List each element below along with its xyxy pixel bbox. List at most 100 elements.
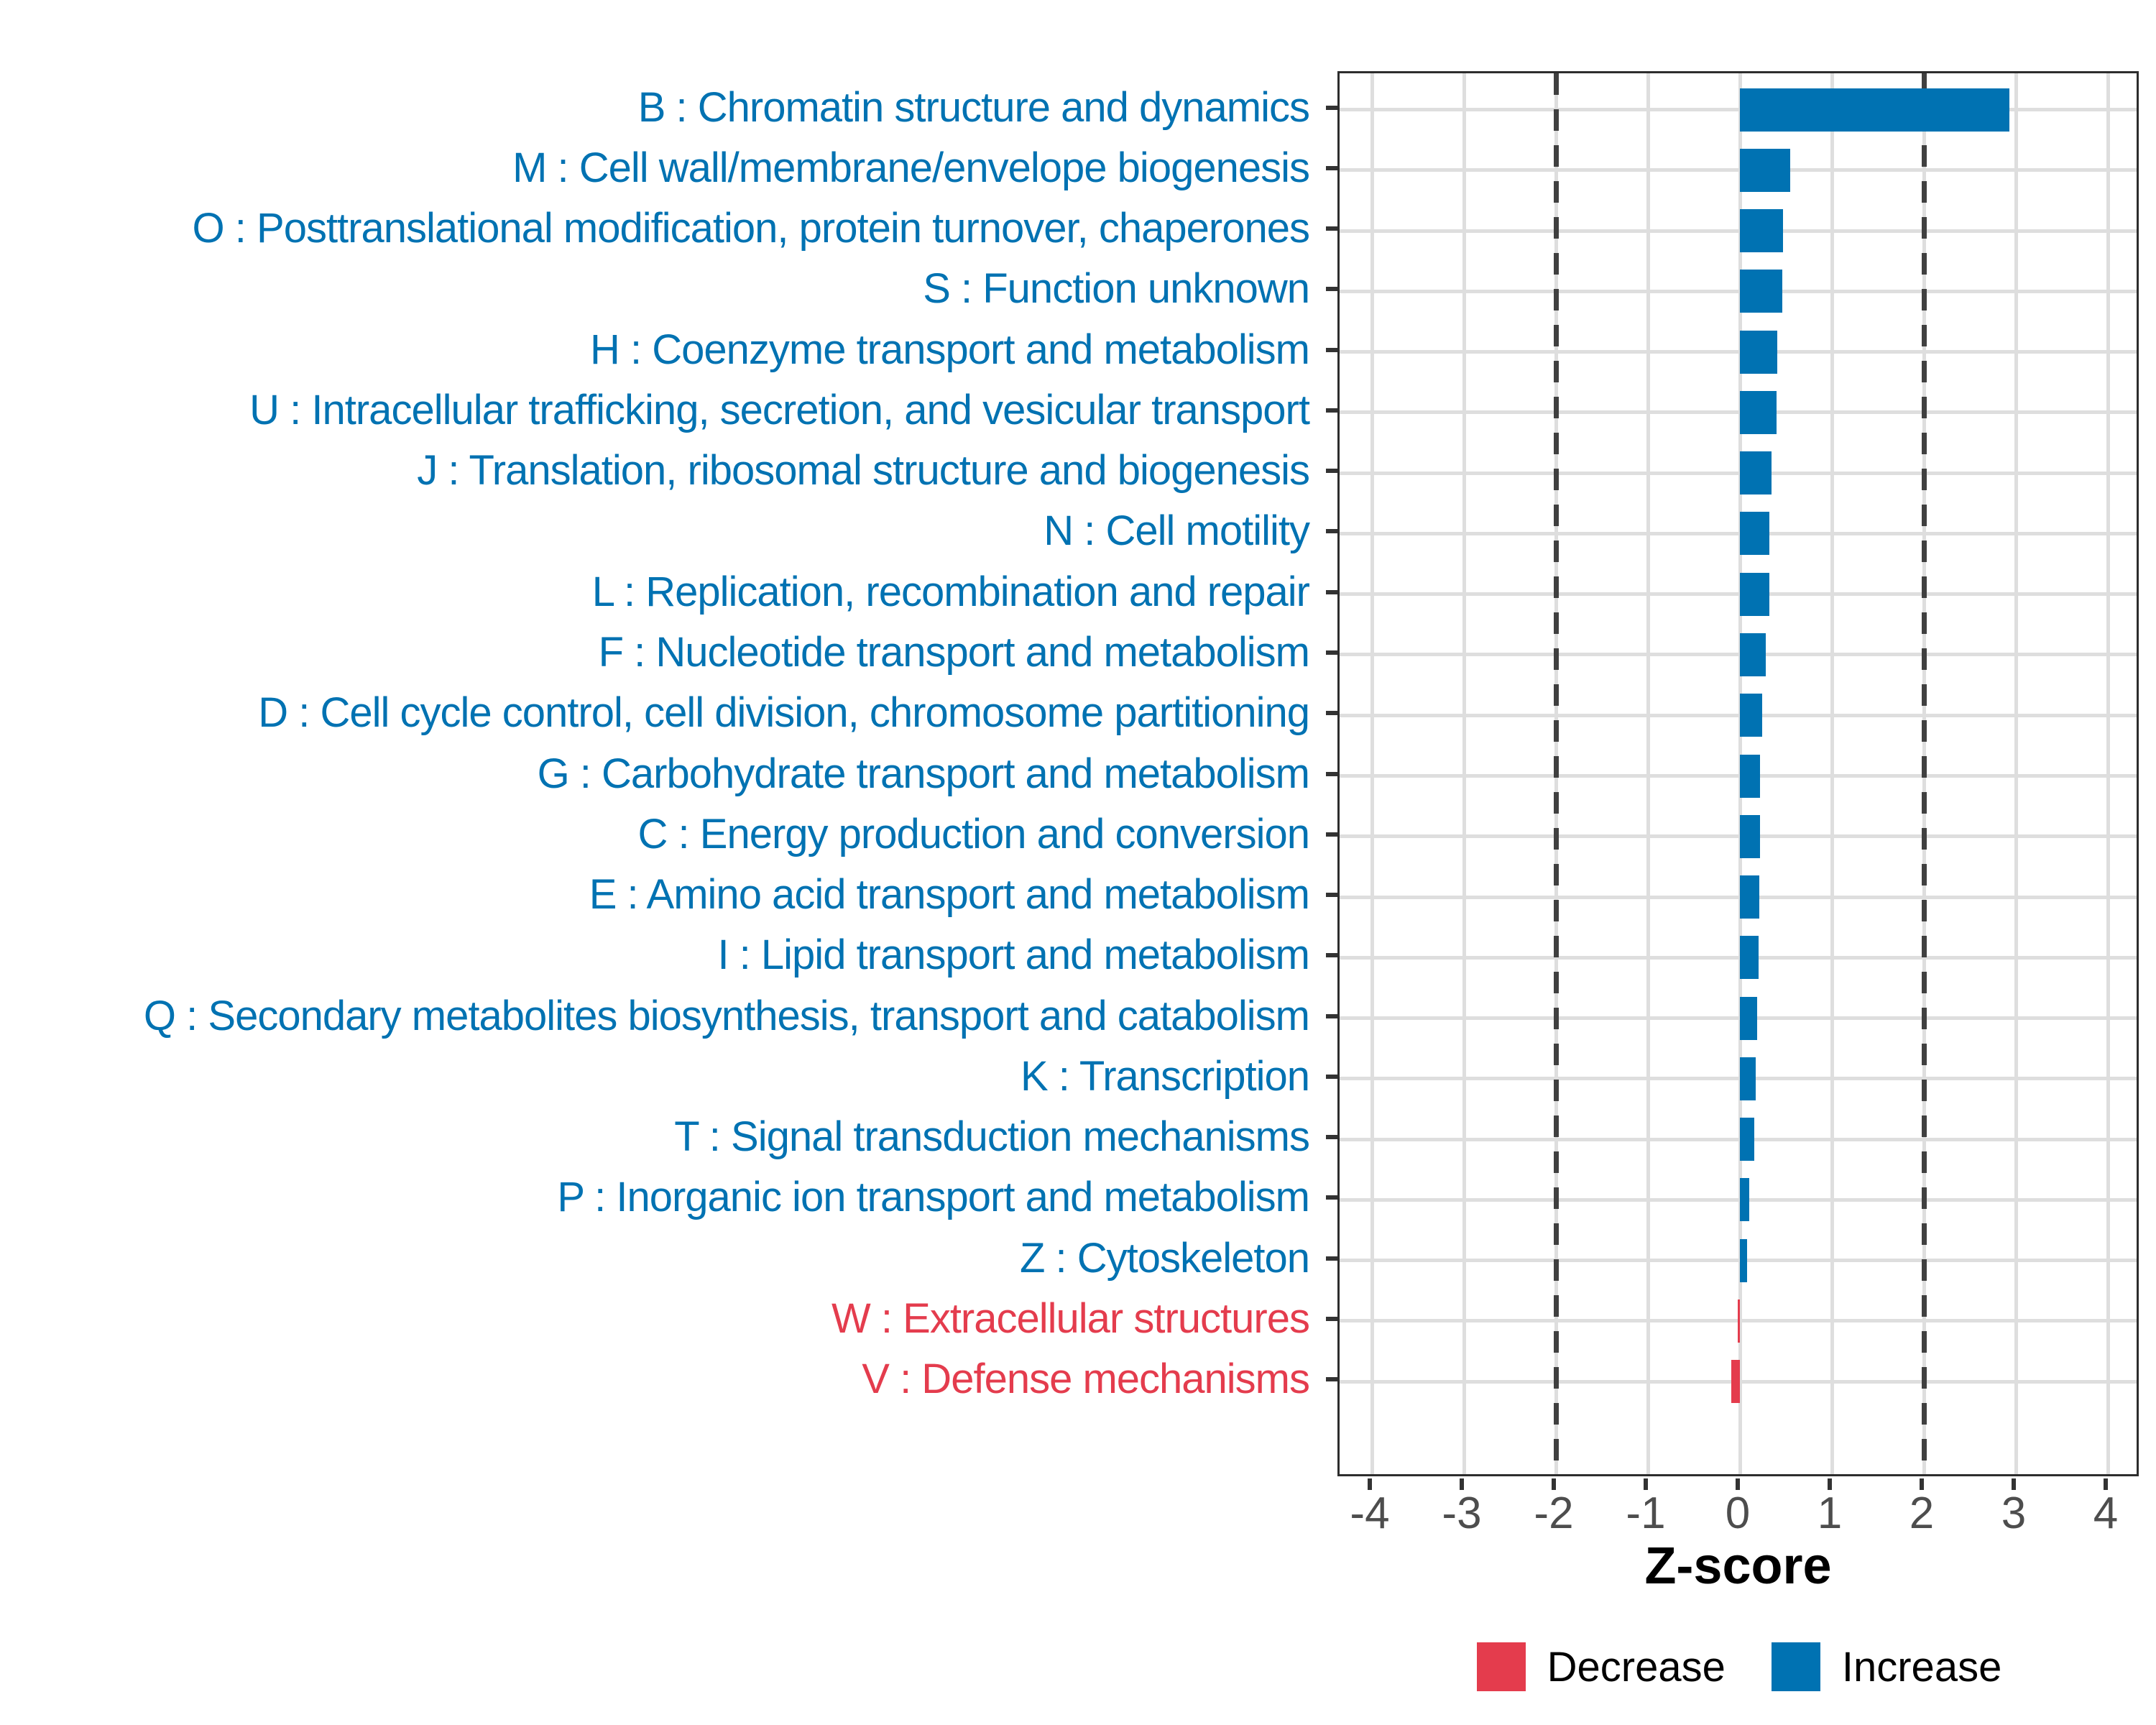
legend-key-decrease-swatch	[1476, 1642, 1526, 1691]
y-tick-mark	[1326, 165, 1337, 170]
x-tick-label: 0	[1725, 1489, 1751, 1538]
bar-F	[1740, 632, 1766, 676]
x-tick-label: -4	[1350, 1489, 1390, 1538]
y-tick-mark	[1326, 1256, 1337, 1261]
x-tick-label: 1	[1817, 1489, 1843, 1538]
y-tick-mark	[1326, 589, 1337, 594]
gridline-vertical	[2106, 73, 2110, 1474]
y-tick-mark	[1326, 408, 1337, 413]
legend-label-decrease: Decrease	[1547, 1643, 1726, 1690]
legend-key-increase-swatch	[1771, 1642, 1820, 1691]
x-tick-label: 2	[1909, 1489, 1935, 1538]
y-tick-mark	[1326, 650, 1337, 655]
gridline-vertical	[1370, 73, 1374, 1474]
y-tick-mark	[1326, 893, 1337, 898]
category-label: G : Carbohydrate transport and metabolis…	[537, 750, 1310, 797]
plot-panel	[1337, 71, 2139, 1476]
category-label: P : Inorganic ion transport and metaboli…	[557, 1174, 1310, 1221]
y-tick-mark	[1326, 469, 1337, 474]
bar-O	[1740, 209, 1784, 253]
bar-S	[1740, 270, 1782, 313]
x-tick-label: -3	[1442, 1489, 1482, 1538]
y-tick-mark	[1326, 529, 1337, 534]
y-tick-mark	[1326, 832, 1337, 837]
x-tick-mark	[2012, 1478, 2016, 1490]
category-label: L : Replication, recombination and repai…	[591, 568, 1310, 615]
category-label: M : Cell wall/membrane/envelope biogenes…	[512, 144, 1310, 191]
category-label: W : Extracellular structures	[831, 1294, 1310, 1342]
reference-line-dashed	[1553, 73, 1559, 1474]
y-tick-mark	[1326, 226, 1337, 231]
bar-E	[1740, 875, 1759, 919]
y-tick-mark	[1326, 953, 1337, 958]
y-tick-mark	[1326, 1013, 1337, 1018]
bar-D	[1740, 694, 1762, 737]
x-tick-mark	[1920, 1478, 1924, 1490]
bar-V	[1731, 1360, 1740, 1404]
legend-item-decrease: Decrease	[1476, 1642, 1726, 1691]
bar-L	[1740, 572, 1769, 616]
bar-N	[1740, 512, 1769, 556]
category-label: B : Chromatin structure and dynamics	[637, 83, 1310, 131]
bar-I	[1740, 936, 1759, 980]
bar-G	[1740, 754, 1761, 798]
x-tick-mark	[1828, 1478, 1832, 1490]
y-tick-mark	[1326, 347, 1337, 352]
bar-P	[1740, 1178, 1749, 1222]
category-label: N : Cell motility	[1044, 507, 1310, 555]
category-label: T : Signal transduction mechanisms	[674, 1113, 1310, 1161]
bar-U	[1740, 390, 1777, 434]
bar-Q	[1740, 996, 1758, 1040]
y-tick-mark	[1326, 711, 1337, 716]
gridline-vertical	[2014, 73, 2018, 1474]
category-label: U : Intracellular trafficking, secretion…	[249, 386, 1310, 433]
category-label: Q : Secondary metabolites biosynthesis, …	[143, 992, 1310, 1039]
y-tick-mark	[1326, 1377, 1337, 1382]
category-label: S : Function unknown	[923, 265, 1310, 313]
bar-B	[1740, 88, 2010, 132]
bar-T	[1740, 1118, 1755, 1162]
bar-K	[1740, 1057, 1756, 1100]
y-tick-mark	[1326, 1195, 1337, 1200]
x-tick-mark	[1460, 1478, 1464, 1490]
x-tick-mark	[1736, 1478, 1740, 1490]
category-label: I : Lipid transport and metabolism	[717, 932, 1310, 979]
gridline-vertical	[1646, 73, 1650, 1474]
category-label: J : Translation, ribosomal structure and…	[417, 447, 1310, 494]
legend-item-increase: Increase	[1771, 1642, 2002, 1691]
bar-C	[1740, 814, 1761, 858]
x-tick-label: -2	[1534, 1489, 1574, 1538]
gridline-vertical	[1462, 73, 1466, 1474]
reference-line-dashed	[1921, 73, 1927, 1474]
category-label: E : Amino acid transport and metabolism	[589, 871, 1310, 919]
category-label: F : Nucleotide transport and metabolism	[598, 628, 1310, 676]
category-label: H : Coenzyme transport and metabolism	[590, 326, 1310, 373]
y-tick-mark	[1326, 1074, 1337, 1079]
gridline-vertical	[1830, 73, 1834, 1474]
category-label: D : Cell cycle control, cell division, c…	[258, 689, 1310, 737]
category-label: Z : Cytoskeleton	[1019, 1234, 1310, 1282]
y-tick-mark	[1326, 1135, 1337, 1140]
category-label: K : Transcription	[1020, 1052, 1310, 1100]
bar-W	[1738, 1299, 1740, 1343]
x-tick-mark	[1368, 1478, 1372, 1490]
category-label: C : Energy production and conversion	[637, 810, 1310, 857]
y-tick-mark	[1326, 105, 1337, 110]
y-tick-mark	[1326, 1316, 1337, 1321]
bar-M	[1740, 148, 1791, 192]
category-label: O : Posttranslational modification, prot…	[192, 205, 1310, 252]
legend: Decrease Increase	[1308, 1642, 2156, 1692]
x-tick-label: 3	[2001, 1489, 2027, 1538]
y-tick-mark	[1326, 287, 1337, 292]
legend-label-increase: Increase	[1841, 1643, 2002, 1690]
bar-J	[1740, 451, 1772, 495]
bar-H	[1740, 330, 1778, 374]
x-tick-mark	[2104, 1478, 2108, 1490]
x-axis-title: Z-score	[1644, 1537, 1832, 1595]
y-tick-mark	[1326, 771, 1337, 776]
x-tick-label: 4	[2093, 1489, 2119, 1538]
bar-Z	[1740, 1238, 1748, 1282]
x-tick-label: -1	[1626, 1489, 1666, 1538]
x-tick-mark	[1552, 1478, 1556, 1490]
